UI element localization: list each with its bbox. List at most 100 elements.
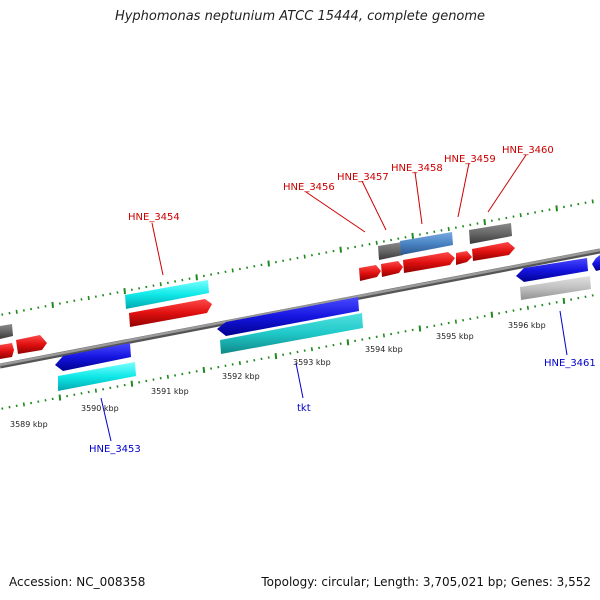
tick-mark — [490, 219, 493, 222]
gene-label[interactable]: HNE_3454 — [128, 212, 180, 223]
ruler-label: 3589 kbp — [10, 420, 48, 429]
tick-mark — [512, 309, 515, 312]
tick-mark — [397, 237, 400, 240]
tick-mark — [310, 347, 313, 352]
tick-mark — [562, 205, 565, 209]
tick-mark — [476, 222, 479, 225]
tick-marks — [1, 199, 594, 410]
gene-arrow[interactable] — [516, 258, 588, 282]
tick-mark — [210, 273, 213, 276]
tick-mark — [339, 342, 342, 345]
gene-arrow[interactable] — [472, 242, 515, 261]
tick-mark — [30, 401, 33, 405]
gene-arrow[interactable] — [400, 232, 453, 255]
gene-arrow[interactable] — [58, 362, 136, 391]
gene-arrow[interactable] — [378, 242, 403, 260]
tick-mark — [159, 282, 162, 287]
tick-mark — [570, 298, 573, 301]
gene-arrow[interactable] — [0, 324, 13, 339]
gene-arrow[interactable] — [403, 252, 455, 273]
tick-mark — [483, 314, 486, 318]
tick-mark — [332, 343, 335, 347]
tick-mark — [361, 338, 364, 341]
tick-mark — [361, 244, 364, 247]
tick-mark — [339, 246, 342, 253]
tick-mark — [483, 219, 486, 226]
tick-mark — [519, 307, 522, 311]
gene-arrow[interactable] — [129, 299, 212, 327]
tick-mark — [224, 270, 227, 274]
tick-mark — [375, 240, 378, 245]
tick-mark — [73, 393, 76, 397]
tick-mark — [123, 383, 126, 387]
tick-mark — [253, 358, 256, 362]
gene-label[interactable]: HNE_3460 — [502, 145, 554, 156]
tick-mark — [274, 260, 277, 264]
tick-mark — [310, 253, 313, 257]
gene-arrow[interactable] — [125, 280, 209, 309]
gene-label[interactable]: HNE_3459 — [444, 154, 496, 165]
tick-mark — [375, 335, 378, 339]
gene-label[interactable]: HNE_3453 — [89, 444, 141, 455]
gene-label[interactable]: HNE_3456 — [283, 182, 335, 193]
tick-mark — [174, 374, 177, 377]
gene-arrow[interactable] — [55, 343, 131, 371]
gene-arrow[interactable] — [359, 265, 381, 281]
tick-mark — [51, 397, 54, 401]
tick-mark — [289, 352, 292, 355]
tick-mark — [274, 353, 278, 360]
gene-arrow[interactable] — [520, 276, 591, 300]
tick-mark — [87, 295, 90, 301]
tick-mark — [145, 285, 148, 289]
tick-mark — [476, 316, 479, 319]
gene-label[interactable]: HNE_3457 — [337, 172, 389, 183]
gene-label[interactable]: HNE_3461 — [544, 358, 596, 369]
tick-mark — [303, 254, 306, 259]
gene-arrow[interactable] — [456, 251, 472, 265]
tick-mark — [37, 306, 40, 309]
gene-arrow[interactable] — [217, 297, 359, 336]
tick-mark — [181, 372, 184, 376]
ruler-label: 3596 kbp — [508, 321, 546, 330]
label-leaders — [100, 154, 568, 442]
tick-mark — [454, 319, 457, 324]
tick-mark — [296, 350, 299, 354]
tick-mark — [318, 346, 321, 350]
gene-label[interactable]: tkt — [297, 403, 311, 414]
tick-mark — [346, 247, 349, 250]
gene-label[interactable]: HNE_3458 — [391, 163, 443, 174]
tick-mark — [426, 325, 429, 329]
tick-mark — [354, 339, 357, 343]
gene-arrow[interactable] — [469, 223, 512, 244]
tick-mark — [202, 366, 206, 373]
gene-arrow[interactable] — [0, 343, 14, 359]
gene-arrow[interactable] — [16, 335, 47, 354]
tick-mark — [145, 379, 148, 383]
accession-text: Accession: NC_008358 — [9, 575, 146, 589]
tick-mark — [584, 295, 587, 299]
tick-mark — [469, 317, 472, 321]
tick-mark — [188, 371, 191, 374]
tick-mark — [37, 400, 40, 403]
tick-mark — [577, 202, 580, 206]
tick-mark — [94, 295, 97, 298]
tick-mark — [426, 231, 429, 235]
tick-mark — [526, 212, 529, 216]
tick-mark — [238, 360, 241, 366]
tick-mark — [231, 363, 234, 366]
tick-mark — [267, 356, 270, 359]
tick-mark — [159, 376, 162, 380]
gene-arrow[interactable] — [592, 255, 600, 271]
gene-arrow[interactable] — [381, 261, 403, 277]
tick-mark — [411, 328, 414, 332]
tick-mark — [66, 300, 69, 304]
tick-mark — [195, 274, 198, 281]
ruler-label: 3594 kbp — [365, 345, 403, 354]
gene-arrow[interactable] — [220, 313, 363, 354]
tick-mark — [102, 293, 105, 297]
tick-mark — [346, 339, 350, 346]
tick-mark — [303, 349, 306, 352]
tick-mark — [498, 312, 501, 315]
tick-mark — [253, 264, 256, 268]
tick-mark — [181, 278, 184, 282]
